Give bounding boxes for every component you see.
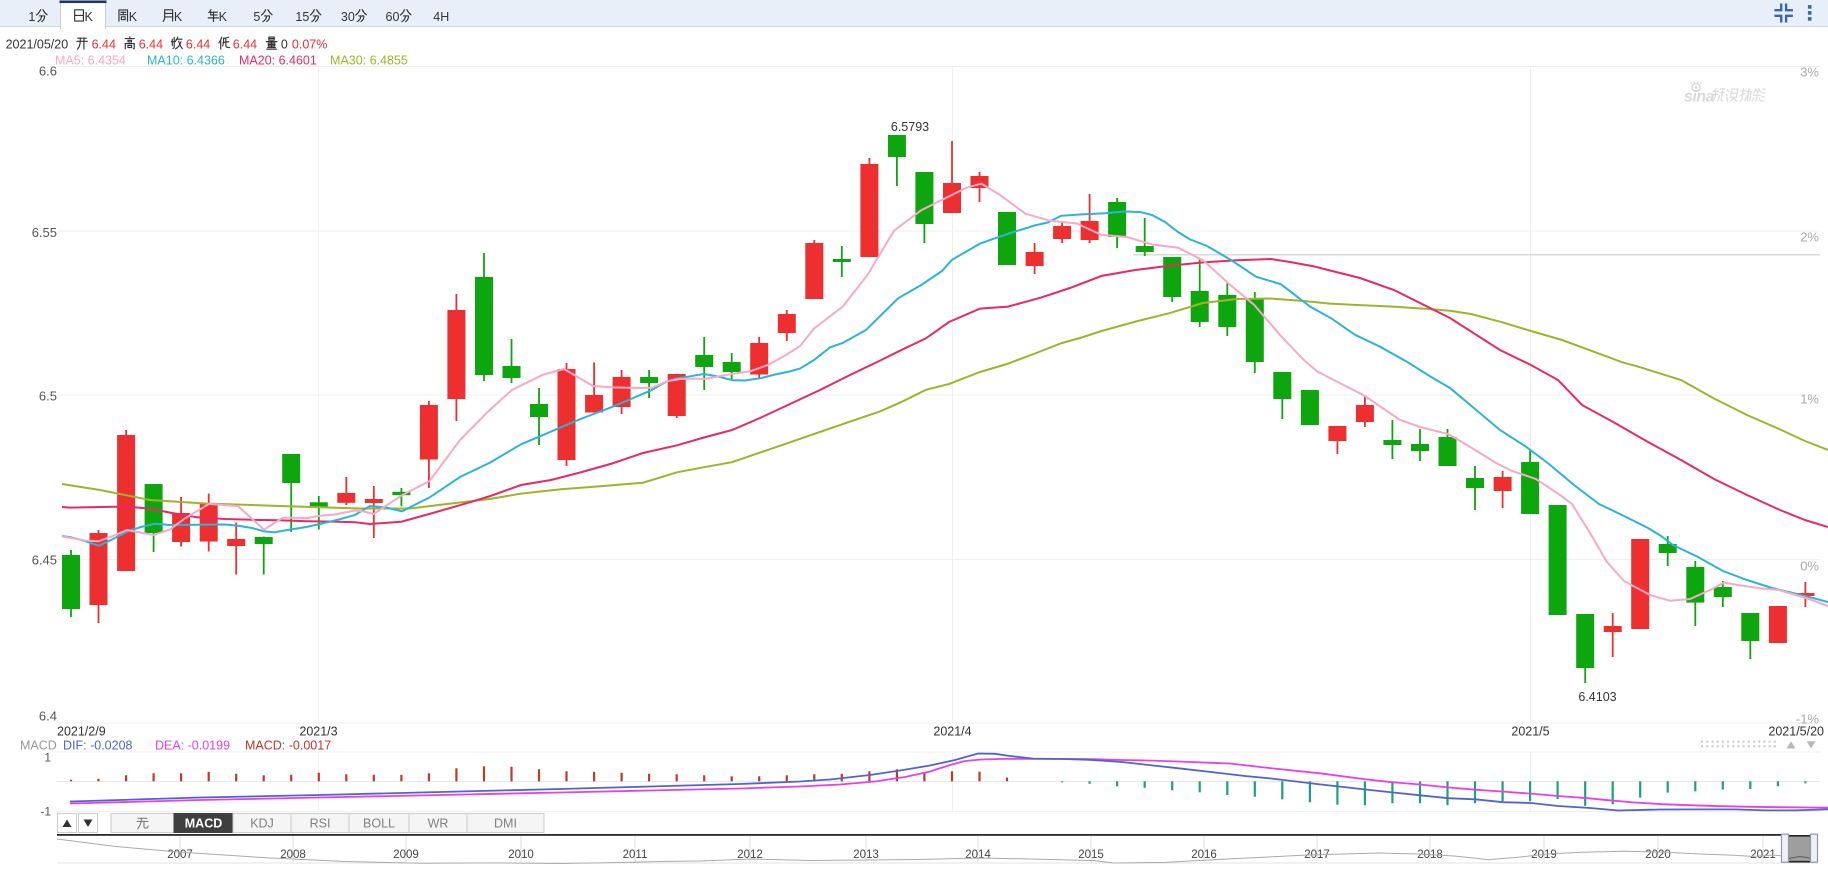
svg-text:2012: 2012 xyxy=(737,849,763,861)
svg-text:2008: 2008 xyxy=(280,849,306,861)
svg-text:MA20: 6.4601: MA20: 6.4601 xyxy=(239,54,317,68)
svg-text:1%: 1% xyxy=(1800,392,1819,407)
svg-text:2%: 2% xyxy=(1800,230,1819,245)
svg-text:MA30: 6.4855: MA30: 6.4855 xyxy=(330,54,408,68)
svg-text:MACD: -0.0017: MACD: -0.0017 xyxy=(245,739,331,753)
svg-text:15: 15 xyxy=(295,10,309,24)
svg-text:K: K xyxy=(219,10,228,24)
svg-text:2021/5/20: 2021/5/20 xyxy=(1768,725,1824,739)
svg-text:-1: -1 xyxy=(40,805,51,819)
svg-text:2021/4: 2021/4 xyxy=(933,725,971,739)
svg-text:2007: 2007 xyxy=(167,849,193,861)
svg-text:2014: 2014 xyxy=(965,849,991,861)
svg-text:DEA: -0.0199: DEA: -0.0199 xyxy=(155,739,230,753)
svg-text:4H: 4H xyxy=(433,10,449,24)
svg-text:2019: 2019 xyxy=(1531,849,1557,861)
svg-text:6.4: 6.4 xyxy=(39,709,57,724)
svg-text:6.44: 6.44 xyxy=(92,38,116,52)
svg-text:5: 5 xyxy=(253,10,260,24)
svg-text:2011: 2011 xyxy=(623,849,648,861)
svg-text:3%: 3% xyxy=(1800,65,1819,80)
svg-text:2016: 2016 xyxy=(1191,849,1217,861)
svg-text:K: K xyxy=(174,10,183,24)
svg-text:6.5: 6.5 xyxy=(39,389,57,404)
svg-text:1: 1 xyxy=(28,10,35,24)
svg-text:6.45: 6.45 xyxy=(32,553,57,568)
svg-text:6.6: 6.6 xyxy=(39,64,57,79)
svg-text:6.44: 6.44 xyxy=(186,38,210,52)
svg-text:MA10: 6.4366: MA10: 6.4366 xyxy=(147,54,225,68)
svg-text:2021/5: 2021/5 xyxy=(1511,725,1549,739)
svg-text:K: K xyxy=(129,10,138,24)
svg-text:6.44: 6.44 xyxy=(233,38,257,52)
svg-text:0.07%: 0.07% xyxy=(292,38,327,52)
svg-text:WR: WR xyxy=(428,817,449,831)
svg-text:0: 0 xyxy=(281,38,288,52)
svg-text:30: 30 xyxy=(341,10,355,24)
svg-text:DMI: DMI xyxy=(494,817,517,831)
svg-text:2021/2/9: 2021/2/9 xyxy=(57,725,106,739)
svg-text:2021/05/20: 2021/05/20 xyxy=(6,38,69,52)
svg-text:sina: sina xyxy=(1684,89,1715,106)
svg-text:2009: 2009 xyxy=(393,849,419,861)
svg-text:K: K xyxy=(85,10,94,24)
svg-text:MACD: MACD xyxy=(185,817,223,831)
svg-text:-1%: -1% xyxy=(1796,712,1820,727)
svg-text:2021/3: 2021/3 xyxy=(299,725,337,739)
svg-text:BOLL: BOLL xyxy=(363,817,395,831)
svg-text:DIF: -0.0208: DIF: -0.0208 xyxy=(63,739,133,753)
svg-text:60: 60 xyxy=(386,10,400,24)
svg-text:6.55: 6.55 xyxy=(32,225,57,240)
svg-text:0%: 0% xyxy=(1800,559,1819,574)
svg-text:MA5: 6.4354: MA5: 6.4354 xyxy=(55,54,126,68)
svg-text:2010: 2010 xyxy=(508,849,534,861)
svg-text:1: 1 xyxy=(44,751,51,765)
svg-text:2013: 2013 xyxy=(853,849,879,861)
svg-text:6.4103: 6.4103 xyxy=(1578,690,1616,704)
svg-text:KDJ: KDJ xyxy=(250,817,274,831)
svg-text:6.44: 6.44 xyxy=(139,38,163,52)
svg-text:2020: 2020 xyxy=(1645,849,1671,861)
svg-text:2015: 2015 xyxy=(1078,849,1104,861)
svg-text:6.5793: 6.5793 xyxy=(891,120,929,134)
svg-text:RSI: RSI xyxy=(310,817,331,831)
svg-text:2021: 2021 xyxy=(1750,849,1776,861)
svg-text:MACD: MACD xyxy=(20,739,57,753)
